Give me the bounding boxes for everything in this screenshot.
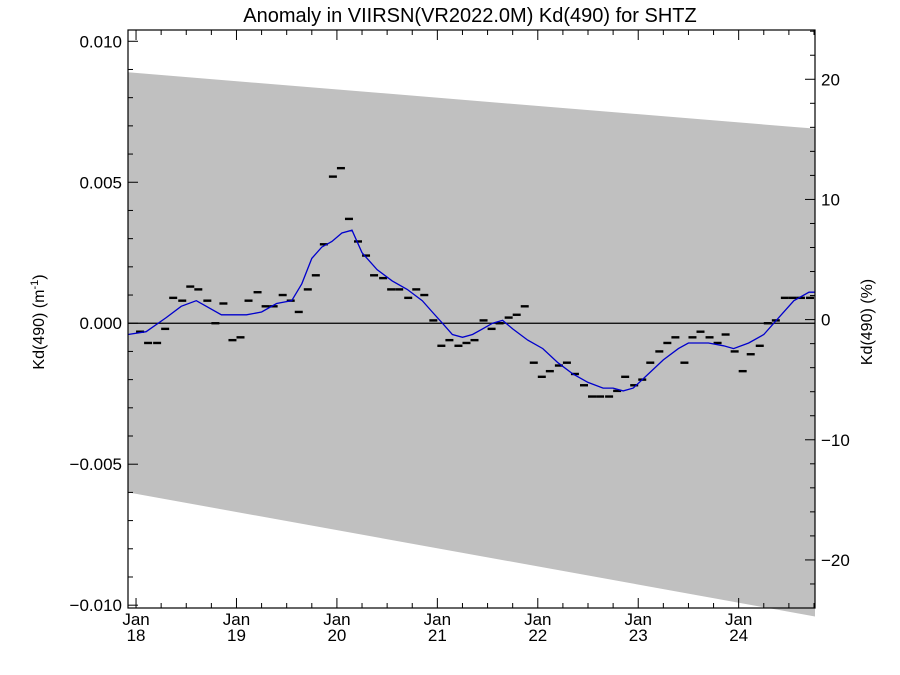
x-tick-month-label: Jan: [524, 610, 551, 629]
smoothed-anomaly-line: [127, 229, 815, 392]
y-right-tick-label: −10: [821, 431, 850, 450]
uncertainty-band: [128, 72, 815, 617]
x-tick-year-label: 24: [729, 626, 748, 645]
x-tick-month-label: Jan: [223, 610, 250, 629]
y-right-tick-label: 10: [821, 190, 840, 209]
x-tick-month-label: Jan: [122, 610, 149, 629]
x-tick-year-label: 18: [127, 626, 146, 645]
x-tick-year-label: 22: [528, 626, 547, 645]
x-tick-month-label: Jan: [625, 610, 652, 629]
x-tick-month-label: Jan: [323, 610, 350, 629]
x-tick-month-label: Jan: [725, 610, 752, 629]
chart-title: Anomaly in VIIRSN(VR2022.0M) Kd(490) for…: [243, 5, 697, 27]
x-tick-month-label: Jan: [424, 610, 451, 629]
y-right-tick-label: −20: [821, 551, 850, 570]
y-left-tick-label: 0.010: [79, 32, 122, 51]
y-left-tick-label: 0.000: [79, 314, 122, 333]
y-left-tick-label: 0.005: [79, 173, 122, 192]
y-axis-right-label: Kd(490) (%): [859, 279, 876, 365]
x-tick-year-label: 20: [327, 626, 346, 645]
y-right-tick-label: 20: [821, 70, 840, 89]
x-tick-year-label: 19: [227, 626, 246, 645]
x-tick-year-label: 21: [428, 626, 447, 645]
y-right-tick-label: 0: [821, 311, 830, 330]
y-axis-left-label: Kd(490) (m-1): [29, 274, 48, 369]
y-left-tick-label: −0.010: [70, 596, 122, 615]
plot-area: 0.010 0.005 0.000 −0.005 −0.010 20 10 0 −10 −20 Ja…: [70, 29, 850, 645]
y-left-tick-label: −0.005: [70, 455, 122, 474]
plot-frame: [127, 29, 816, 609]
x-tick-year-label: 23: [629, 626, 648, 645]
